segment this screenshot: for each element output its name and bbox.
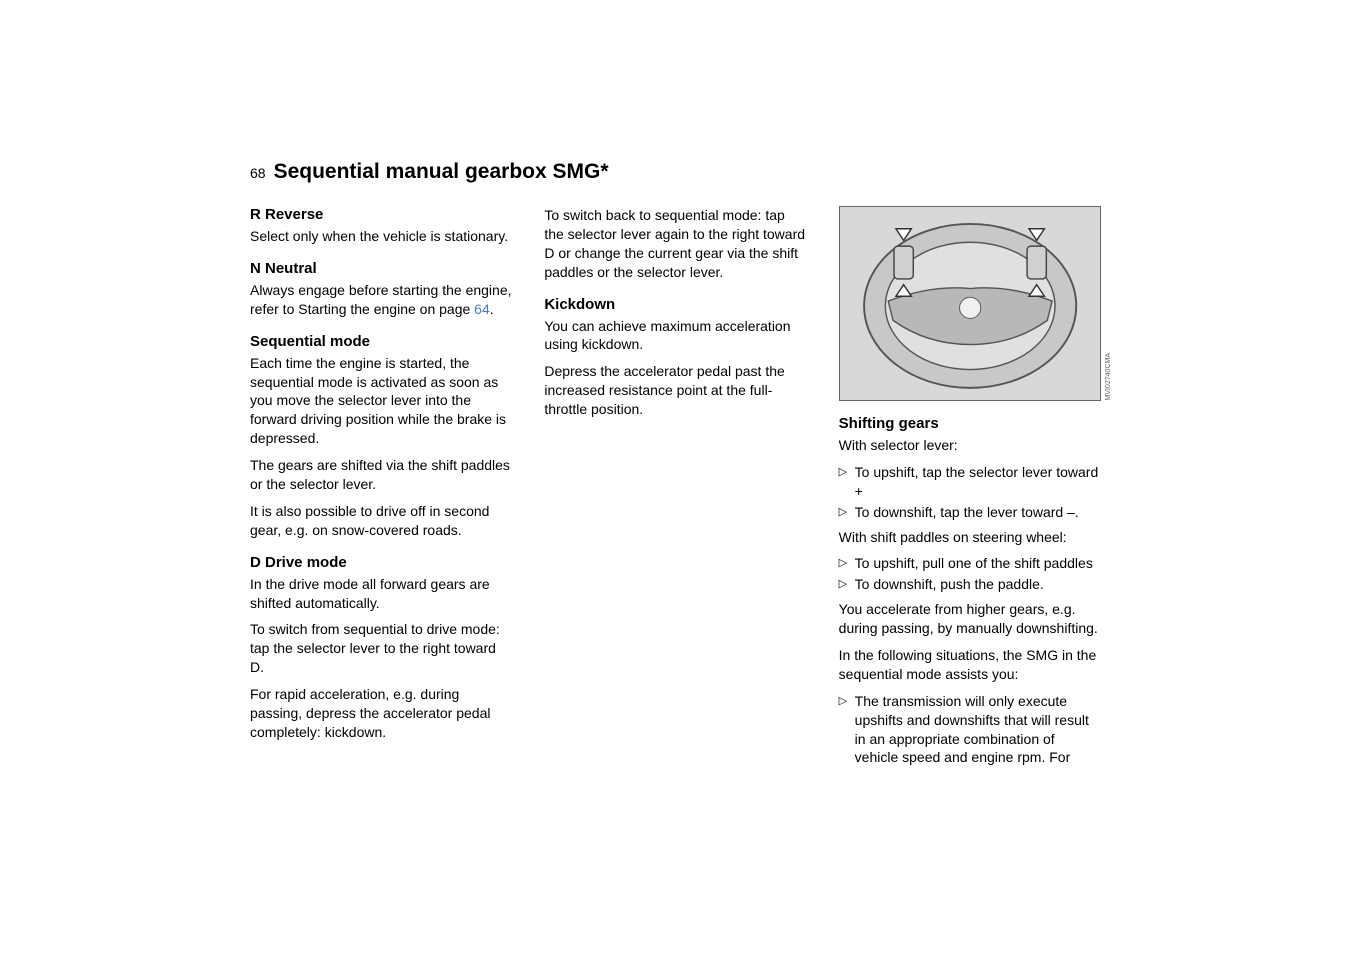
list-item: The transmission will only execute upshi… xyxy=(839,692,1101,768)
text-reverse: Select only when the vehicle is stationa… xyxy=(250,227,512,246)
text-drive-2: To switch from sequential to drive mode:… xyxy=(250,620,512,677)
content-columns: R Reverse Select only when the vehicle i… xyxy=(250,206,1101,773)
text-kickdown-2: Depress the accelerator pedal past the i… xyxy=(544,362,806,419)
text-with-paddles: With shift paddles on steering wheel: xyxy=(839,528,1101,547)
text-smg-assists: In the following situations, the SMG in … xyxy=(839,646,1101,684)
figure-label: MVI02740CMA xyxy=(1105,353,1112,400)
heading-kickdown: Kickdown xyxy=(544,296,806,313)
list-selector: To upshift, tap the selector lever towar… xyxy=(839,463,1101,522)
column-left: R Reverse Select only when the vehicle i… xyxy=(250,206,512,773)
text-drive-3: For rapid acceleration, e.g. during pass… xyxy=(250,685,512,742)
list-assists: The transmission will only execute upshi… xyxy=(839,692,1101,768)
text-drive-1: In the drive mode all forward gears are … xyxy=(250,575,512,613)
column-middle: To switch back to sequential mode: tap t… xyxy=(544,206,806,773)
text-neutral: Always engage before starting the engine… xyxy=(250,281,512,319)
list-item: To upshift, pull one of the shift paddle… xyxy=(839,554,1101,573)
text-with-selector: With selector lever: xyxy=(839,436,1101,455)
figure-steering-wheel: MVI02740CMA xyxy=(839,206,1101,401)
text-sequential-3: It is also possible to drive off in seco… xyxy=(250,502,512,540)
text-switch-back: To switch back to sequential mode: tap t… xyxy=(544,206,806,282)
list-paddles: To upshift, pull one of the shift paddle… xyxy=(839,554,1101,594)
heading-shifting-gears: Shifting gears xyxy=(839,415,1101,432)
page-title: Sequential manual gearbox SMG* xyxy=(274,160,609,184)
text-neutral-pre: Always engage before starting the engine… xyxy=(250,282,512,317)
heading-sequential-mode: Sequential mode xyxy=(250,333,512,350)
text-sequential-2: The gears are shifted via the shift padd… xyxy=(250,456,512,494)
link-page-64[interactable]: 64 xyxy=(474,301,490,317)
heading-neutral: N Neutral xyxy=(250,260,512,277)
text-neutral-post: . xyxy=(490,301,494,317)
text-kickdown-1: You can achieve maximum acceleration usi… xyxy=(544,317,806,355)
text-sequential-1: Each time the engine is started, the seq… xyxy=(250,354,512,448)
column-right: MVI02740CMA Shifting gears With selector… xyxy=(839,206,1101,773)
page-number: 68 xyxy=(250,165,266,181)
page-header: 68 Sequential manual gearbox SMG* xyxy=(250,160,1101,184)
page-container: 68 Sequential manual gearbox SMG* R Reve… xyxy=(0,0,1351,773)
heading-reverse: R Reverse xyxy=(250,206,512,223)
text-accelerate: You accelerate from higher gears, e.g. d… xyxy=(839,600,1101,638)
steering-wheel-icon xyxy=(840,207,1100,400)
list-item: To downshift, push the paddle. xyxy=(839,575,1101,594)
heading-drive-mode: D Drive mode xyxy=(250,554,512,571)
list-item: To downshift, tap the lever toward –. xyxy=(839,503,1101,522)
list-item: To upshift, tap the selector lever towar… xyxy=(839,463,1101,501)
